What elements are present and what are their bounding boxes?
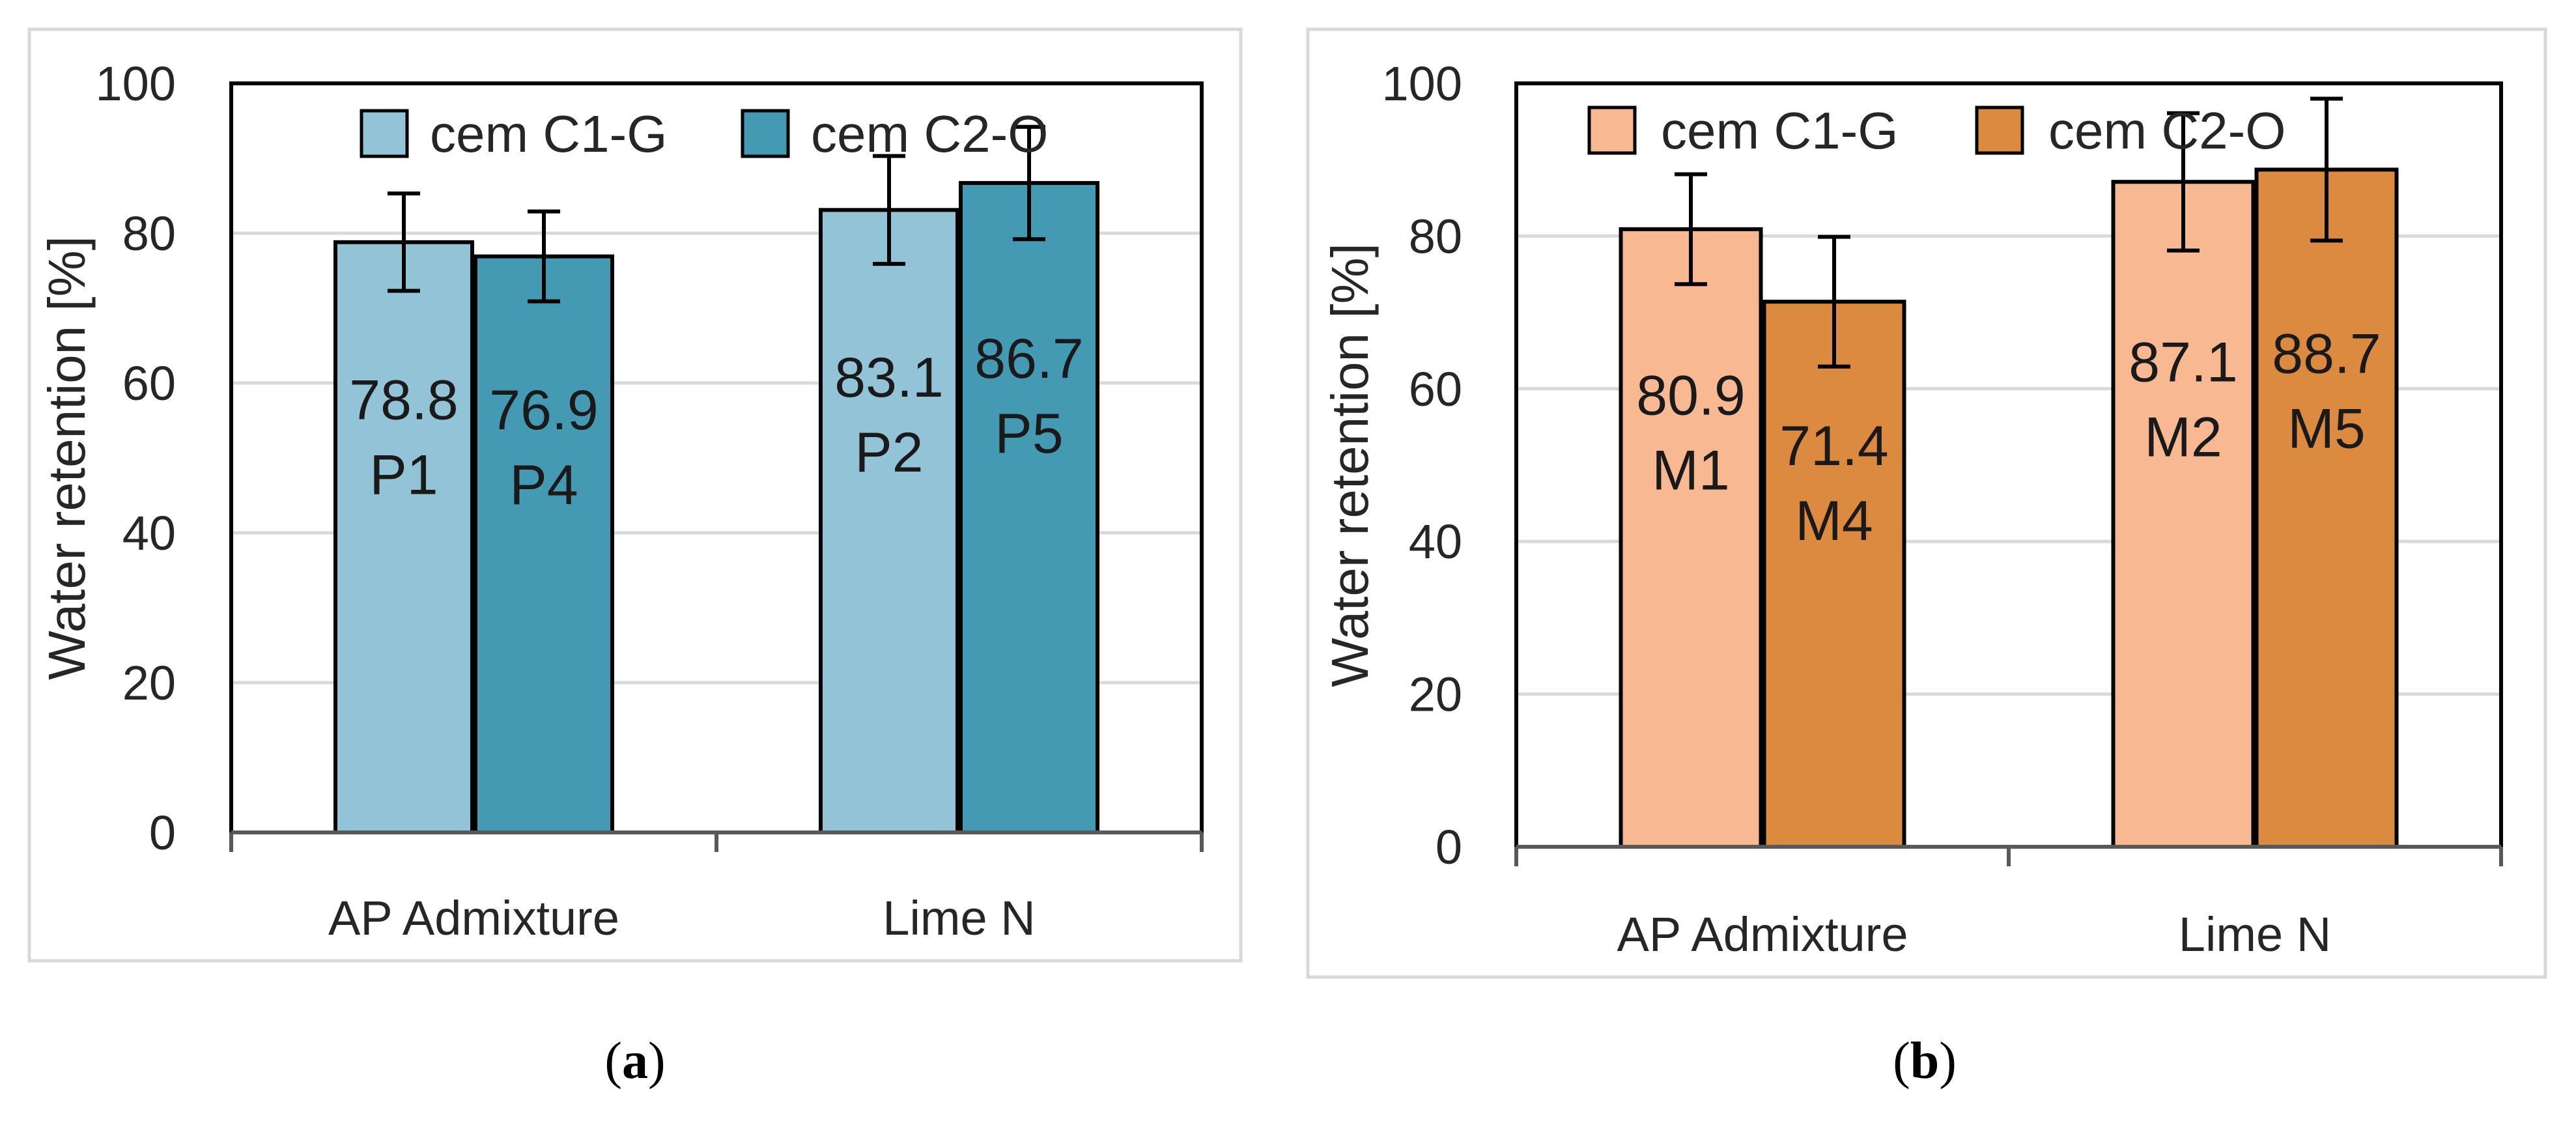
bar-code-label: M1: [1652, 439, 1729, 502]
x-tick-label: Lime N: [2179, 907, 2331, 961]
bar-value-label: 78.8: [349, 369, 458, 432]
panel-b-legend: cem C1-G cem C2-O: [1587, 102, 2286, 160]
panel-a-error-bars: [388, 124, 1045, 304]
panel-a-chart: 0 20 40 60 80 100 AP Admixture Lime N 78.8 P1 76…: [27, 27, 1243, 963]
y-tick-label: 60: [1409, 362, 1462, 416]
caption-b-letter: b: [1910, 1032, 1940, 1090]
bar: [959, 180, 1099, 834]
bar-value-label: 80.9: [1636, 364, 1745, 427]
panel-b-x-ticks: [1514, 847, 2503, 866]
caption-a-open: (: [604, 1032, 622, 1090]
legend-swatch: [1975, 106, 2024, 155]
bar-code-label: P4: [509, 454, 578, 517]
y-tick-label: 0: [149, 806, 176, 860]
bar-value-label: 83.1: [834, 347, 943, 409]
caption-a-letter: a: [622, 1032, 648, 1090]
caption-b: (b): [1893, 1032, 1957, 1090]
legend-label: cem C2-O: [2048, 102, 2286, 160]
y-tick-label: 80: [1409, 209, 1462, 263]
y-tick-label: 80: [122, 206, 176, 261]
x-tick-label: Lime N: [883, 891, 1035, 945]
legend-label: cem C1-G: [1661, 102, 1899, 160]
x-tick-label: AP Admixture: [1617, 907, 1908, 961]
y-tick-label: 0: [1436, 820, 1462, 874]
panel-b-y-tick-labels: 0 20 40 60 80 100: [1382, 57, 1462, 874]
y-tick-label: 20: [1409, 668, 1462, 722]
panel-b-bar-labels: 80.9 M1 71.4 M4 87.1 M2 88.7 M5: [1636, 322, 2381, 552]
panel-a-y-axis-label: Water retention [%]: [38, 236, 96, 680]
bar-value-label: 76.9: [489, 379, 598, 442]
y-tick-label: 100: [96, 57, 176, 111]
bar-code-label: M2: [2144, 406, 2222, 468]
y-tick-label: 100: [1382, 57, 1462, 111]
panel-a-category-labels: AP Admixture Lime N: [328, 891, 1036, 945]
y-tick-label: 60: [122, 356, 176, 410]
bar-code-label: M5: [2287, 397, 2365, 460]
bar-code-label: P1: [369, 444, 438, 507]
legend-label: cem C1-G: [430, 105, 668, 163]
panel-a-y-tick-labels: 0 20 40 60 80 100: [96, 57, 176, 860]
bar-value-label: 71.4: [1779, 415, 1888, 477]
legend-label: cem C2-O: [811, 105, 1049, 163]
legend-swatch: [1587, 106, 1637, 155]
bar: [819, 208, 959, 835]
y-tick-label: 20: [122, 656, 176, 710]
bar-value-label: 86.7: [974, 328, 1083, 390]
x-tick-label: AP Admixture: [328, 891, 619, 945]
caption-b-close: ): [1939, 1032, 1957, 1090]
panel-a-x-ticks: [229, 832, 1204, 852]
caption-b-open: (: [1893, 1032, 1910, 1090]
panel-b-bars: [1619, 167, 2399, 849]
bar: [333, 240, 474, 834]
panel-a-legend: cem C1-G cem C2-O: [360, 105, 1049, 163]
bar-code-label: M4: [1795, 490, 1873, 552]
panel-b-chart: 0 20 40 60 80 100 AP Admixture Lime N 80.9 M1 71…: [1306, 27, 2547, 979]
bar: [1762, 300, 1906, 849]
panel-b-error-bars: [1675, 96, 2343, 369]
y-tick-label: 40: [1409, 515, 1462, 569]
bar-code-label: P5: [995, 403, 1063, 465]
bar: [474, 254, 614, 834]
caption-a: (a): [604, 1032, 665, 1090]
bar: [2111, 180, 2256, 849]
legend-swatch: [360, 109, 409, 158]
legend-swatch: [741, 109, 790, 158]
bar-value-label: 88.7: [2272, 322, 2381, 385]
bar-code-label: P2: [855, 421, 923, 484]
panel-a-bar-labels: 78.8 P1 76.9 P4 83.1 P2 86.7 P5: [349, 328, 1083, 517]
panel-b-category-labels: AP Admixture Lime N: [1617, 907, 2332, 961]
bar: [2254, 167, 2399, 849]
caption-a-close: ): [648, 1032, 666, 1090]
bar: [1619, 227, 1763, 849]
bar-value-label: 87.1: [2129, 331, 2237, 393]
panel-b-y-axis-label: Water retention [%]: [1321, 243, 1379, 687]
y-tick-label: 40: [122, 506, 176, 560]
